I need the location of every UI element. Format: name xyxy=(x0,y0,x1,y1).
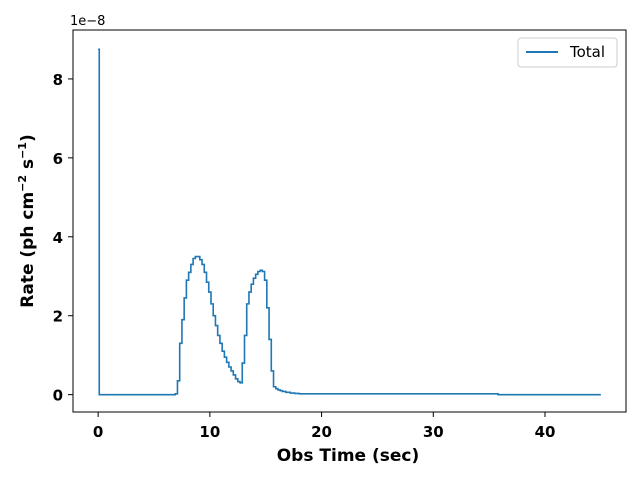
y-offset-label: 1e−8 xyxy=(70,14,105,29)
legend-frame xyxy=(517,37,618,68)
y-axis-label-exp1: −2 xyxy=(16,175,29,192)
y-axis-label-mid: s xyxy=(18,159,38,175)
x-tick-label: 10 xyxy=(199,423,220,441)
x-tick-label: 20 xyxy=(311,423,332,441)
y-tick-label: 4 xyxy=(53,229,63,247)
plot-frame xyxy=(72,29,627,413)
x-tick-label: 30 xyxy=(423,423,444,441)
y-tick-label: 6 xyxy=(53,150,63,168)
legend: Total xyxy=(517,37,618,68)
x-axis-ticks: 0 10 20 30 40 xyxy=(93,412,556,441)
x-axis-label: Obs Time (sec) xyxy=(277,446,420,466)
y-tick-label: 8 xyxy=(53,71,63,89)
y-axis-label-main: Rate (ph cm xyxy=(18,192,38,308)
y-tick-label: 0 xyxy=(53,387,63,405)
x-tick-label: 0 xyxy=(93,423,103,441)
legend-label-total: Total xyxy=(569,43,605,61)
y-axis-label-exp2: −1 xyxy=(16,142,29,159)
y-axis-label-end: ) xyxy=(18,134,38,142)
x-tick-label: 40 xyxy=(535,423,556,441)
y-tick-label: 2 xyxy=(53,308,63,326)
series-line-total xyxy=(98,48,601,396)
series-layer xyxy=(98,48,601,396)
y-axis-ticks: 0 2 4 6 8 xyxy=(53,71,73,405)
y-axis-label: Rate (ph cm−2 s−1) xyxy=(16,134,38,307)
